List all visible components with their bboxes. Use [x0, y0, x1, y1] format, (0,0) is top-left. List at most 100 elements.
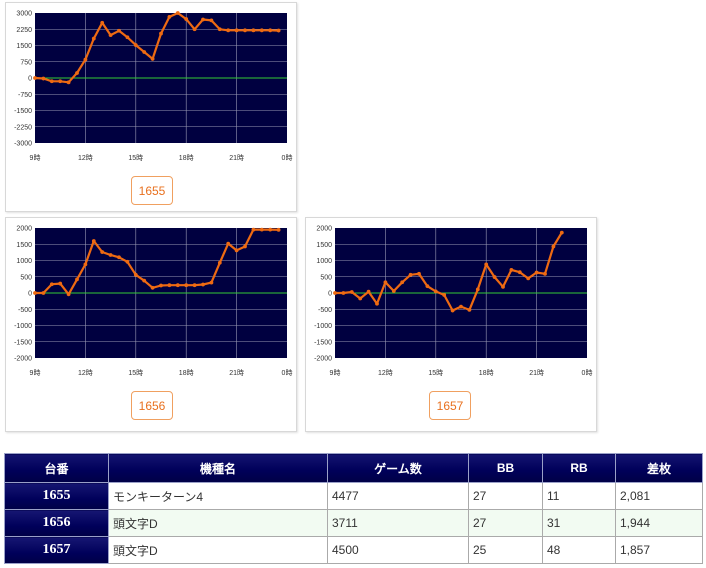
data-point	[217, 260, 222, 265]
data-point	[91, 239, 96, 243]
y-tick-label: 1500	[316, 242, 332, 249]
data-point	[117, 28, 121, 33]
difference: 1,944	[615, 509, 703, 537]
chart-1655: 3000 2250 1500 750 0 -750 -1500 -2250 -3000 9時 12時…	[14, 11, 293, 163]
rb-count: 11	[542, 482, 616, 510]
data-point	[100, 20, 105, 25]
machine-number: 1657	[4, 536, 109, 564]
table-row: 1656 頭文字D 3711 27 31 1,944	[4, 509, 703, 537]
data-point	[234, 248, 239, 253]
data-point	[551, 244, 556, 249]
data-point	[383, 280, 388, 285]
y-tick-label: 0	[28, 76, 32, 83]
y-tick-label: -3000	[14, 141, 32, 148]
machine-button-1656[interactable]: 1656	[131, 391, 173, 420]
data-point	[100, 250, 105, 254]
x-tick-label: 0時	[282, 154, 293, 162]
data-point	[58, 79, 63, 84]
machine-button-1655[interactable]: 1655	[131, 176, 173, 205]
y-tick-label: -1000	[314, 323, 332, 330]
x-tick-label: 15時	[428, 369, 443, 377]
data-point	[167, 283, 172, 288]
data-point	[341, 291, 346, 295]
data-point	[366, 289, 371, 294]
y-tick-label: -1500	[314, 339, 332, 346]
y-tick-label: -1500	[14, 108, 32, 115]
machine-button-1657[interactable]: 1657	[429, 391, 471, 420]
data-point	[226, 241, 231, 246]
data-point	[108, 33, 113, 37]
data-point	[234, 28, 239, 33]
game-count: 4500	[327, 536, 469, 564]
data-point	[484, 262, 489, 267]
data-point	[66, 292, 71, 297]
data-point	[534, 270, 539, 275]
data-point	[49, 79, 54, 84]
header-machine-number: 台番	[4, 453, 109, 483]
data-point	[192, 283, 197, 288]
data-point	[133, 272, 138, 277]
y-tick-label: -2000	[14, 356, 32, 363]
data-point	[209, 280, 214, 285]
data-point	[408, 272, 413, 277]
x-tick-label: 0時	[282, 369, 293, 377]
data-point	[251, 28, 256, 33]
x-tick-label: 21時	[229, 369, 244, 377]
data-point	[117, 255, 121, 260]
data-point	[192, 27, 197, 32]
y-tick-label: 500	[320, 274, 332, 281]
data-point	[349, 290, 354, 294]
y-tick-label: -1000	[14, 323, 32, 330]
data-point	[226, 28, 231, 33]
game-count: 4477	[327, 482, 469, 510]
data-point	[142, 278, 147, 283]
difference: 1,857	[615, 536, 703, 564]
data-point	[142, 50, 147, 54]
data-point	[543, 271, 547, 276]
data-point	[391, 289, 396, 293]
y-tick-label: 1000	[16, 258, 32, 265]
machine-number: 1656	[4, 509, 109, 537]
data-point	[425, 284, 430, 289]
data-point	[108, 253, 113, 257]
y-tick-label: 3000	[16, 11, 32, 18]
data-point	[251, 227, 256, 232]
data-point	[175, 11, 180, 15]
data-point	[159, 31, 163, 36]
data-point	[33, 291, 37, 295]
chart-card-1657: 2000 1500 1000 500 0 -500 -1000 -1500 -2000 9時 12時…	[305, 217, 597, 432]
data-point	[150, 57, 155, 61]
data-point	[509, 268, 514, 272]
data-point	[209, 18, 214, 23]
data-point	[243, 244, 247, 249]
x-tick-label: 12時	[78, 369, 93, 377]
data-point	[276, 28, 281, 33]
data-point	[517, 270, 522, 275]
data-point	[243, 28, 247, 33]
data-point	[175, 283, 180, 288]
x-tick-label: 9時	[330, 369, 341, 377]
data-point	[133, 43, 138, 47]
y-tick-label: 1500	[16, 43, 32, 50]
y-tick-label: -1500	[14, 339, 32, 346]
x-tick-label: 18時	[179, 369, 194, 377]
machine-name: 頭文字D	[108, 536, 328, 564]
data-point	[75, 277, 79, 282]
header-difference: 差枚	[615, 453, 703, 483]
data-point	[417, 271, 421, 276]
x-tick-label: 21時	[229, 154, 244, 162]
data-point	[125, 35, 130, 40]
x-tick-label: 21時	[529, 369, 544, 377]
data-point	[276, 227, 281, 232]
data-point	[184, 283, 189, 288]
y-tick-label: 0	[328, 291, 332, 298]
data-point	[49, 282, 54, 287]
data-point	[259, 28, 264, 33]
data-point	[91, 36, 96, 41]
data-point	[217, 27, 222, 32]
y-tick-label: -2250	[14, 124, 32, 131]
data-point	[33, 76, 37, 80]
machine-data-table: 台番 機種名 ゲーム数 BB RB 差枚 1655 モンキーターン4 4477 …	[4, 453, 703, 564]
y-tick-label: -500	[318, 307, 332, 314]
header-bb: BB	[468, 453, 543, 483]
